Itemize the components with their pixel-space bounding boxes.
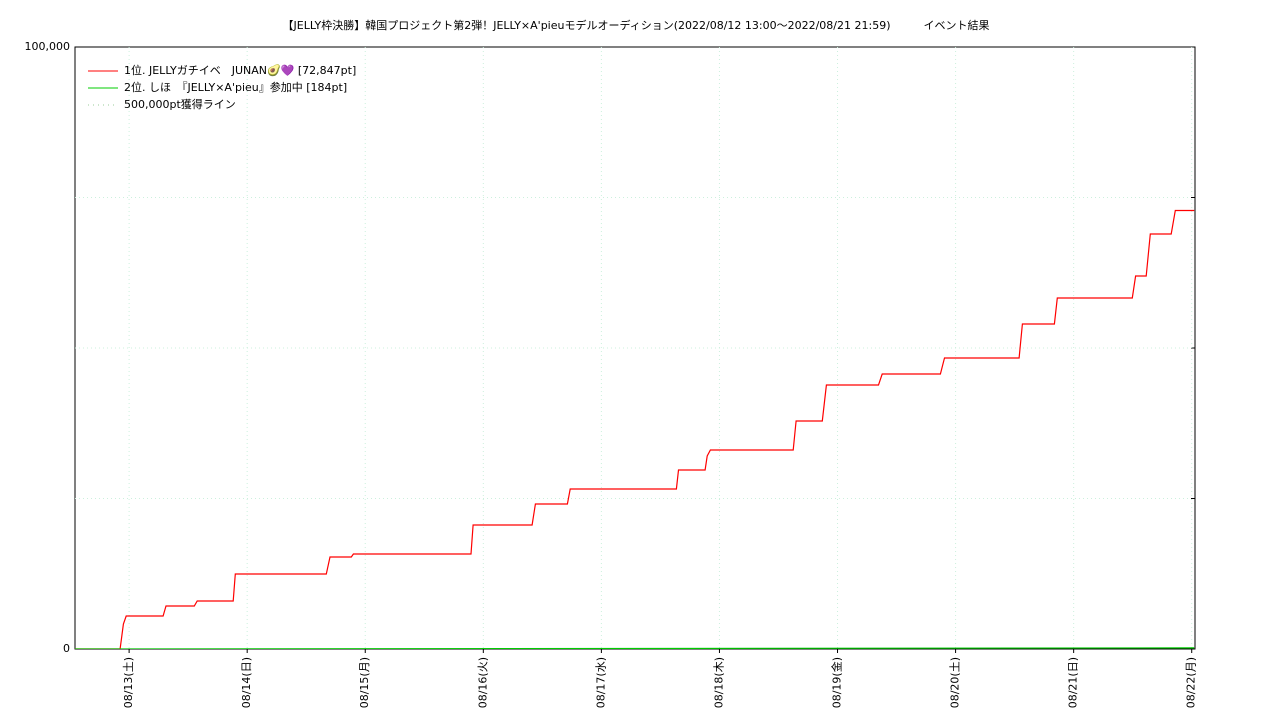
- y-tick-label: 100,000: [25, 40, 71, 53]
- series-line: [75, 647, 1195, 649]
- x-tick-label: 08/20(土): [949, 657, 962, 708]
- x-tick-label: 08/17(水): [594, 657, 607, 708]
- x-tick-label: 08/13(土): [122, 657, 135, 708]
- x-tick-label: 08/21(日): [1067, 657, 1080, 708]
- series-line: [75, 209, 1195, 649]
- legend-label: 2位. しほ 『JELLY×A'pieu』参加中 [184pt]: [124, 80, 347, 94]
- x-tick-label: 08/19(金): [830, 657, 844, 708]
- y-tick-label: 0: [63, 642, 70, 655]
- x-tick-label: 08/14(日): [240, 657, 253, 708]
- x-tick-label: 08/18(木): [712, 657, 725, 708]
- x-tick-label: 08/22(月): [1185, 657, 1198, 708]
- chart-title: 【JELLY枠決勝】韓国プロジェクト第2弾！JELLY×A'pieuモデルオーデ…: [283, 18, 990, 32]
- x-tick-label: 08/15(月): [358, 657, 371, 708]
- x-tick-label: 08/16(火): [476, 657, 489, 708]
- legend-label: 500,000pt獲得ライン: [124, 98, 236, 111]
- legend-label: 1位. JELLYガチイベ JUNAN🥑💜 [72,847pt]: [124, 63, 356, 77]
